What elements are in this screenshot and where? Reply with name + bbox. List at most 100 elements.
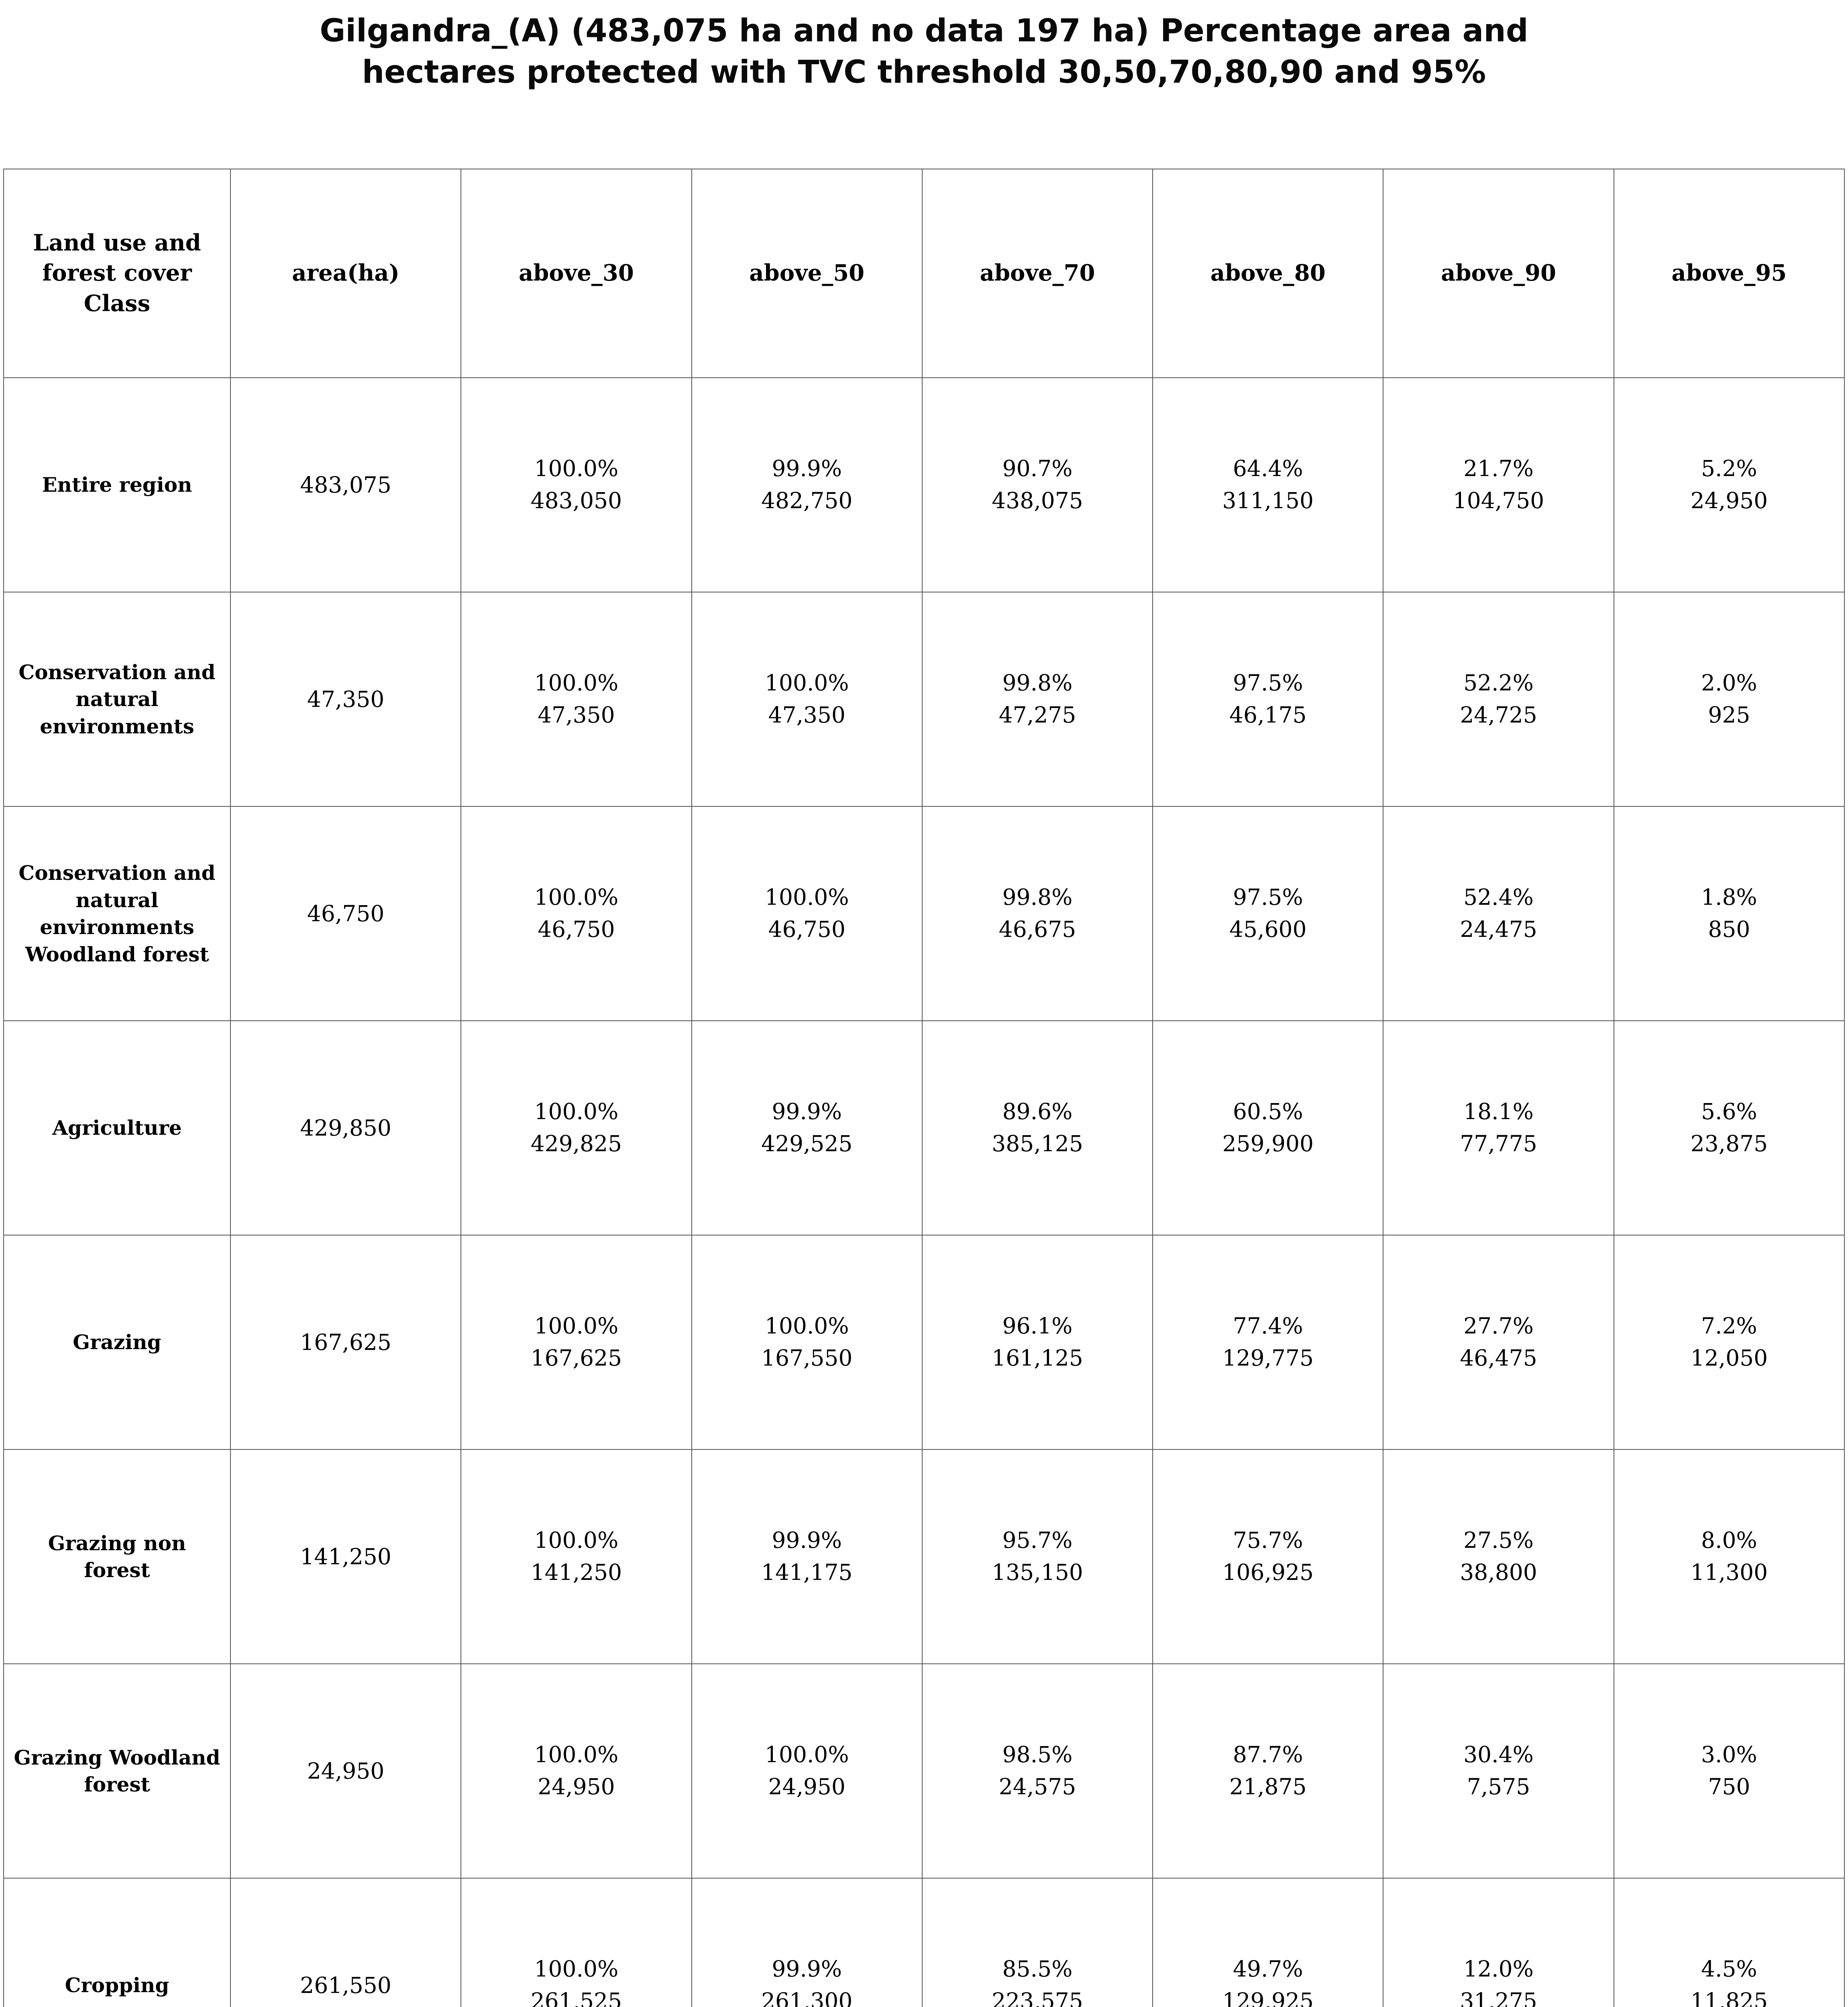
value-cell: 5.2% 24,950: [1613, 377, 1845, 592]
value-cell: 100.0% 429,825: [460, 1020, 692, 1236]
value-cell: 21.7% 104,750: [1383, 377, 1614, 592]
hectares-value: 483,050: [530, 488, 622, 513]
value-cell: 85.5% 223,575: [921, 1878, 1153, 2007]
hectares-value: 925: [1708, 702, 1750, 728]
percent-value: 3.0%: [1701, 1742, 1757, 1768]
value-cell: 95.7% 135,150: [921, 1449, 1153, 1664]
column-header: above_90: [1383, 169, 1614, 378]
hectares-value: 24,950: [538, 1774, 615, 1799]
hectares-value: 104,750: [1453, 488, 1544, 513]
hectares-value: 47,350: [538, 702, 615, 728]
area-cell: 46,750: [230, 806, 462, 1021]
hectares-value: 261,525: [530, 1988, 622, 2007]
hectares-value: 167,550: [761, 1345, 853, 1371]
percent-value: 100.0%: [534, 456, 619, 482]
percent-value: 100.0%: [534, 1099, 619, 1125]
hectares-value: 482,750: [761, 488, 853, 513]
percent-value: 5.6%: [1701, 1099, 1757, 1125]
value-cell: 99.9% 429,525: [691, 1020, 923, 1236]
percent-value: 2.0%: [1701, 670, 1757, 696]
column-header: above_30: [460, 169, 692, 378]
table-row: Agriculture 429,850 100.0% 429,825 99.9% 429,…: [3, 1020, 1845, 1236]
percent-value: 100.0%: [534, 1313, 619, 1339]
value-cell: 97.5% 46,175: [1152, 592, 1384, 807]
header-row: Land use and forest cover Class area(ha) a…: [3, 169, 1845, 378]
hectares-value: 24,575: [998, 1774, 1076, 1799]
percent-value: 52.2%: [1463, 670, 1534, 696]
percent-value: 100.0%: [764, 1742, 849, 1768]
value-cell: 18.1% 77,775: [1383, 1020, 1614, 1236]
percent-value: 95.7%: [1002, 1527, 1073, 1553]
percent-value: 99.8%: [1002, 884, 1073, 910]
value-cell: 99.8% 46,675: [921, 806, 1153, 1021]
value-cell: 12.0% 31,275: [1383, 1878, 1614, 2007]
value-cell: 5.6% 23,875: [1613, 1020, 1845, 1236]
value-cell: 100.0% 483,050: [460, 377, 692, 592]
value-cell: 99.9% 482,750: [691, 377, 923, 592]
hectares-value: 77,775: [1460, 1131, 1537, 1156]
percent-value: 27.7%: [1463, 1313, 1534, 1339]
value-cell: 7.2% 12,050: [1613, 1235, 1845, 1450]
percent-value: 99.9%: [772, 1527, 842, 1553]
column-header: above_50: [691, 169, 923, 378]
row-label-cell: Grazing Woodland forest: [3, 1663, 231, 1879]
hectares-value: 259,900: [1222, 1131, 1314, 1156]
hectares-value: 438,075: [992, 488, 1083, 513]
hectares-value: 750: [1708, 1774, 1750, 1799]
table-row: Entire region 483,075 100.0% 483,050 99.9% 48…: [3, 377, 1845, 592]
percent-value: 60.5%: [1233, 1099, 1303, 1125]
value-cell: 99.8% 47,275: [921, 592, 1153, 807]
percent-value: 7.2%: [1701, 1313, 1757, 1339]
table-row: Cropping 261,550 100.0% 261,525 99.9% 261,300…: [3, 1878, 1845, 2007]
hectares-value: 11,825: [1690, 1988, 1768, 2007]
value-cell: 89.6% 385,125: [921, 1020, 1153, 1236]
hectares-value: 129,925: [1222, 1988, 1314, 2007]
value-cell: 77.4% 129,775: [1152, 1235, 1384, 1450]
column-header: area(ha): [230, 169, 462, 378]
value-cell: 2.0% 925: [1613, 592, 1845, 807]
page-title: Gilgandra_(A) (483,075 ha and no data 19…: [320, 13, 1528, 90]
hectares-value: 167,625: [530, 1345, 622, 1371]
hectares-value: 46,750: [768, 916, 846, 942]
percent-value: 85.5%: [1002, 1956, 1073, 1982]
hectares-value: 11,300: [1690, 1559, 1768, 1585]
hectares-value: 46,175: [1229, 702, 1307, 728]
table-row: Grazing Woodland forest 24,950 100.0% 24,95…: [3, 1663, 1845, 1879]
hectares-value: 141,250: [530, 1559, 622, 1585]
percent-value: 98.5%: [1002, 1742, 1073, 1768]
hectares-value: 850: [1708, 916, 1750, 942]
hectares-value: 47,350: [768, 702, 846, 728]
table-body: Entire region 483,075 100.0% 483,050 99.9% 48…: [3, 377, 1845, 2007]
hectares-value: 7,575: [1467, 1774, 1530, 1799]
value-cell: 100.0% 24,950: [460, 1663, 692, 1879]
percent-value: 21.7%: [1463, 456, 1534, 482]
value-cell: 90.7% 438,075: [921, 377, 1153, 592]
hectares-value: 106,925: [1222, 1559, 1314, 1585]
hectares-value: 311,150: [1222, 488, 1314, 513]
table-row: Conservation and natural environments Wo…: [3, 806, 1845, 1021]
percent-value: 1.8%: [1701, 884, 1757, 910]
percent-value: 99.9%: [772, 1956, 842, 1982]
table-row: Conservation and natural environments 47,…: [3, 592, 1845, 807]
percent-value: 8.0%: [1701, 1527, 1757, 1553]
area-cell: 141,250: [230, 1449, 462, 1664]
value-cell: 100.0% 167,550: [691, 1235, 923, 1450]
value-cell: 100.0% 141,250: [460, 1449, 692, 1664]
row-label-cell: Conservation and natural environments Wo…: [3, 806, 231, 1021]
column-header: above_70: [921, 169, 1153, 378]
table-row: Grazing 167,625 100.0% 167,625 100.0% 167,550…: [3, 1235, 1845, 1450]
value-cell: 98.5% 24,575: [921, 1663, 1153, 1879]
column-header-class: Land use and forest cover Class: [3, 169, 231, 378]
value-cell: 49.7% 129,925: [1152, 1878, 1384, 2007]
value-cell: 100.0% 24,950: [691, 1663, 923, 1879]
percent-value: 87.7%: [1233, 1742, 1303, 1768]
value-cell: 8.0% 11,300: [1613, 1449, 1845, 1664]
percent-value: 96.1%: [1002, 1313, 1073, 1339]
percent-value: 99.9%: [772, 1099, 842, 1125]
row-label-cell: Cropping: [3, 1878, 231, 2007]
value-cell: 3.0% 750: [1613, 1663, 1845, 1879]
value-cell: 100.0% 46,750: [691, 806, 923, 1021]
value-cell: 60.5% 259,900: [1152, 1020, 1384, 1236]
value-cell: 75.7% 106,925: [1152, 1449, 1384, 1664]
area-cell: 429,850: [230, 1020, 462, 1236]
